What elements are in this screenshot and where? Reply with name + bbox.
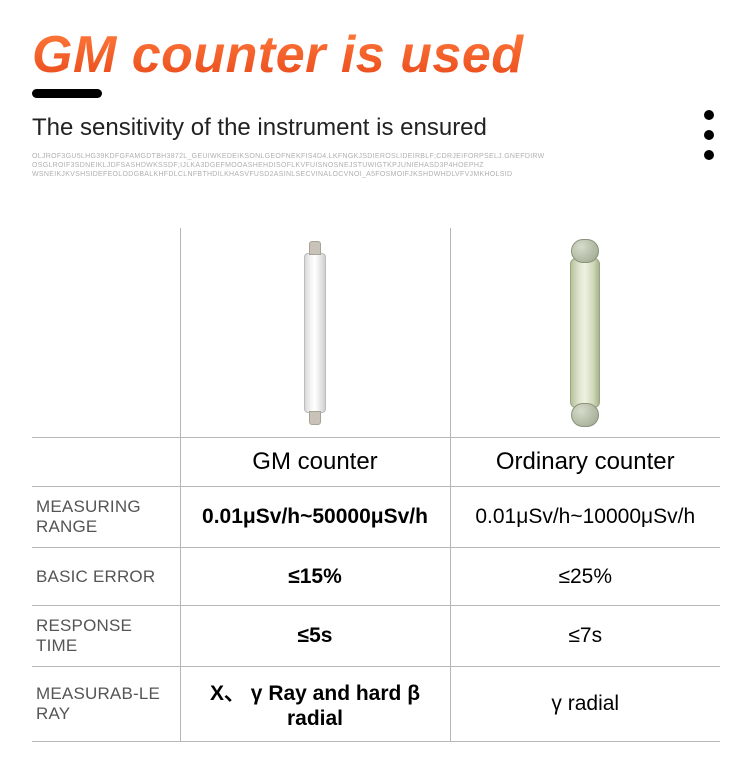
row-label: MEASURING RANGE bbox=[32, 487, 180, 548]
table-row: MEASURAB-LE RAY X、 γ Ray and hard β radi… bbox=[32, 667, 720, 742]
ordinary-tube-icon bbox=[570, 258, 600, 408]
gm-value: ≤5s bbox=[180, 606, 450, 667]
blank-label bbox=[32, 438, 180, 487]
filler-line: OLJROF3GU5LHG39KDFGFAMGDTBH3872L_GEUIWKE… bbox=[32, 152, 592, 161]
ord-value: ≤7s bbox=[450, 606, 720, 667]
table-row: RESPONSE TIME ≤5s ≤7s bbox=[32, 606, 720, 667]
row-label: RESPONSE TIME bbox=[32, 606, 180, 667]
ord-value: γ radial bbox=[450, 667, 720, 742]
table-row-header: GM counter Ordinary counter bbox=[32, 438, 720, 487]
decorative-microtext: OLJROF3GU5LHG39KDFGFAMGDTBH3872L_GEUIWKE… bbox=[32, 152, 592, 180]
row-label: BASIC ERROR bbox=[32, 548, 180, 606]
accent-row bbox=[32, 89, 718, 98]
table-row: MEASURING RANGE 0.01μSv/h~50000μSv/h 0.0… bbox=[32, 487, 720, 548]
ordinary-tube-image bbox=[450, 228, 720, 438]
table-row: BASIC ERROR ≤15% ≤25% bbox=[32, 548, 720, 606]
page-subtitle: The sensitivity of the instrument is ens… bbox=[32, 114, 718, 142]
col-header-gm: GM counter bbox=[180, 438, 450, 487]
gm-value: 0.01μSv/h~50000μSv/h bbox=[180, 487, 450, 548]
table-row-images bbox=[32, 228, 720, 438]
gm-tube-icon bbox=[304, 253, 326, 413]
page-title: GM counter is used bbox=[32, 28, 718, 83]
col-header-ordinary: Ordinary counter bbox=[450, 438, 720, 487]
row-label: MEASURAB-LE RAY bbox=[32, 667, 180, 742]
ord-value: 0.01μSv/h~10000μSv/h bbox=[450, 487, 720, 548]
ord-value: ≤25% bbox=[450, 548, 720, 606]
filler-line: OSGLROIF3SDNEIKLJDFSASHDWKSSDF;IJLKA3DGE… bbox=[32, 161, 592, 170]
comparison-table: GM counter Ordinary counter MEASURING RA… bbox=[32, 228, 720, 743]
blank-corner bbox=[32, 228, 180, 438]
gm-tube-image bbox=[180, 228, 450, 438]
gm-value: ≤15% bbox=[180, 548, 450, 606]
filler-line: WSNEIKJKVSHSIDEFEOLODGBALKHFDLCLNFBTHDIL… bbox=[32, 170, 592, 179]
product-spec-page: GM counter is used The sensitivity of th… bbox=[0, 0, 750, 742]
gm-value: X、 γ Ray and hard β radial bbox=[180, 667, 450, 742]
accent-bar-icon bbox=[32, 89, 102, 98]
vertical-dots-icon bbox=[704, 110, 714, 160]
